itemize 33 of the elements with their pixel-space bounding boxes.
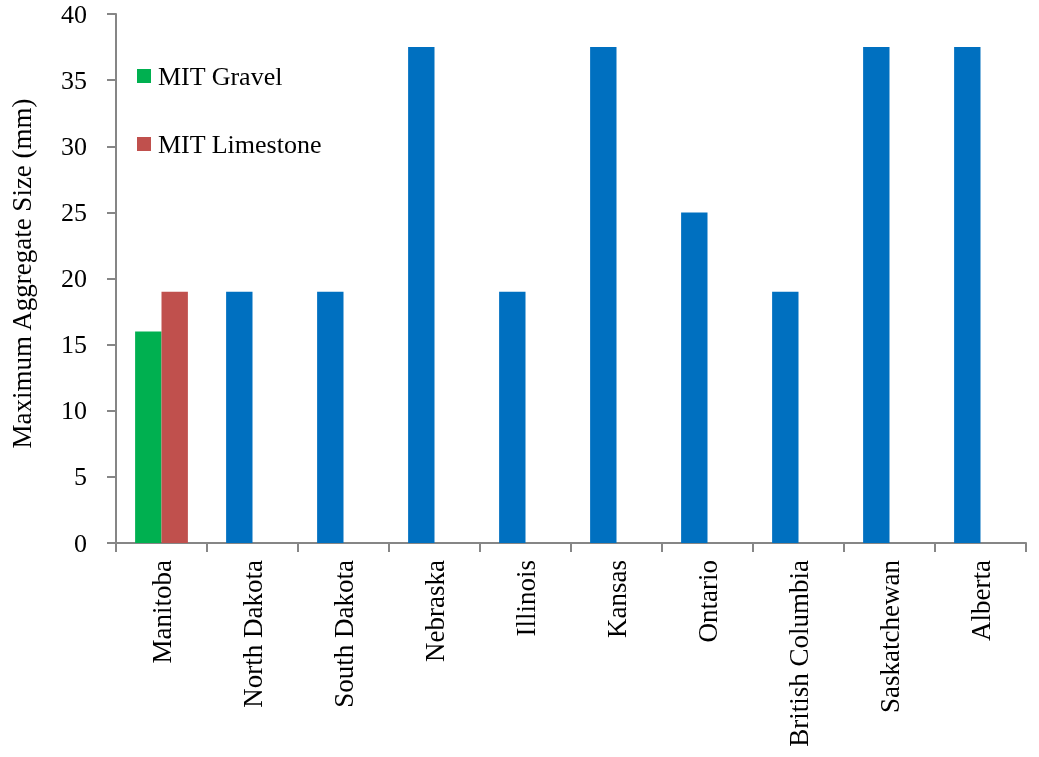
bar xyxy=(499,291,526,543)
y-tick-label: 10 xyxy=(61,396,87,426)
x-tick-label: British Columbia xyxy=(783,559,814,747)
bar xyxy=(135,331,162,543)
x-tick-label: Saskatchewan xyxy=(874,559,905,713)
x-tick-label: Illinois xyxy=(510,560,541,637)
y-tick-label: 20 xyxy=(61,264,87,293)
bar xyxy=(863,47,890,543)
y-tick-label: 15 xyxy=(61,330,87,360)
x-tick-label: Kansas xyxy=(601,560,632,638)
y-tick-label: 30 xyxy=(61,131,87,161)
x-tick-label: North Dakota xyxy=(237,559,268,708)
bar xyxy=(772,291,799,543)
x-tick-label: South Dakota xyxy=(328,560,359,708)
y-tick-label: 0 xyxy=(74,528,87,558)
bar xyxy=(226,291,253,543)
bar xyxy=(161,291,188,543)
bar xyxy=(590,47,617,543)
x-tick-label: Manitoba xyxy=(146,559,177,664)
bar xyxy=(408,47,435,543)
y-tick-label: 5 xyxy=(74,462,87,492)
x-tick-label: Ontario xyxy=(692,560,723,643)
y-tick-label: 25 xyxy=(61,197,87,227)
bar xyxy=(317,291,344,543)
y-tick-label: 35 xyxy=(61,65,87,95)
x-tick-label: Nebraska xyxy=(419,559,450,662)
legend-label: MIT Limestone xyxy=(158,129,322,159)
bar xyxy=(954,47,981,543)
y-tick-label: 40 xyxy=(61,0,87,29)
legend-label: MIT Gravel xyxy=(158,61,283,91)
y-axis-title: Maximum Aggregate Size (mm) xyxy=(6,98,37,449)
bar xyxy=(681,212,708,543)
x-tick-label: Alberta xyxy=(965,559,996,641)
